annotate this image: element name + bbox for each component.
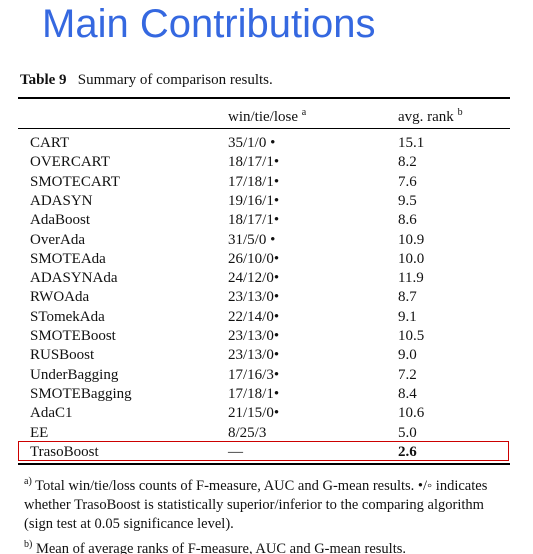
row-name: SMOTEAda (30, 250, 106, 267)
win-tie-lose: 23/13/0• (228, 289, 280, 306)
win-tie-lose: 21/15/0• (228, 405, 280, 422)
avg-rank: 7.2 (398, 366, 417, 383)
footnote-text: Mean of average ranks of F-measure, AUC … (35, 540, 407, 554)
slide-title: Main Contributions (42, 2, 376, 46)
win-tie-lose: 18/17/1• (228, 154, 280, 171)
win-tie-lose: 24/12/0• (228, 270, 280, 287)
avg-rank: 8.6 (398, 212, 417, 229)
row-name: RUSBoost (30, 347, 95, 364)
win-tie-lose: 26/10/0• (228, 250, 280, 267)
avg-rank: 10.5 (398, 328, 425, 344)
avg-rank: 10.9 (398, 231, 425, 248)
avg-rank: 9.0 (398, 347, 417, 364)
footnote-mark: a) (24, 476, 32, 487)
row-name: SMOTEBoost (30, 328, 116, 344)
avg-rank: 10.0 (398, 250, 425, 267)
avg-rank: 2.6 (398, 443, 417, 460)
header-text: avg. rank (398, 109, 454, 125)
win-tie-lose: 8/25/3 (228, 424, 267, 441)
avg-rank: 11.9 (398, 270, 424, 287)
row-name: OVERCART (30, 154, 110, 171)
row-name: RWOAda (30, 289, 90, 306)
row-name: AdaBoost (30, 212, 90, 229)
win-tie-lose: 22/14/0• (228, 308, 280, 325)
caption-label: Table 9 (20, 72, 67, 88)
avg-rank: 8.7 (398, 289, 417, 306)
footnote: b) Mean of average ranks of F-measure, A… (24, 535, 510, 554)
avg-rank: 7.6 (398, 173, 417, 190)
avg-rank: 15.1 (398, 135, 425, 151)
win-tie-lose: 23/13/0• (228, 328, 280, 344)
row-name: STomekAda (30, 308, 105, 325)
row-name: EE (30, 424, 49, 441)
avg-rank: 9.1 (398, 308, 417, 325)
table-caption: Table 9 Summary of comparison results. (20, 72, 273, 89)
row-name: SMOTECART (30, 173, 120, 190)
avg-rank: 5.0 (398, 424, 417, 441)
avg-rank: 8.4 (398, 385, 417, 402)
win-tie-lose: 17/18/1• (228, 173, 280, 190)
row-name: ADASYNAda (30, 270, 118, 287)
win-tie-lose: 19/16/1• (228, 192, 280, 209)
row-name: TrasoBoost (30, 443, 99, 460)
row-name: AdaC1 (30, 405, 73, 422)
row-name: SMOTEBagging (30, 385, 132, 402)
header-rule (18, 128, 510, 129)
header-note: a (301, 107, 307, 118)
win-tie-lose: 17/16/3• (228, 366, 280, 383)
header-note: b (457, 107, 463, 118)
avg-rank: 9.5 (398, 192, 417, 209)
header-text: win/tie/lose (228, 109, 298, 125)
row-name: OverAda (30, 231, 85, 248)
win-tie-lose: 18/17/1• (228, 212, 280, 229)
footnote-text: Total win/tie/loss counts of F-measure, … (24, 477, 488, 533)
top-rule (18, 97, 510, 99)
win-tie-lose: 23/13/0• (228, 347, 280, 364)
win-tie-lose: 31/5/0 • (228, 231, 276, 248)
footnote-mark: b) (24, 539, 33, 550)
win-tie-lose: 35/1/0 • (228, 135, 276, 151)
header-cell: avg. rank b (398, 103, 463, 127)
footnote: a) Total win/tie/loss counts of F-measur… (24, 472, 510, 535)
avg-rank: 10.6 (398, 405, 425, 422)
header-cell: win/tie/lose a (228, 103, 306, 127)
row-name: UnderBagging (30, 366, 119, 383)
avg-rank: 8.2 (398, 154, 417, 171)
highlight-box (18, 441, 509, 461)
row-name: CART (30, 135, 70, 151)
caption-text: Summary of comparison results. (77, 72, 273, 88)
win-tie-lose: 17/18/1• (228, 385, 280, 402)
row-name: ADASYN (30, 192, 93, 209)
win-tie-lose: — (228, 443, 243, 460)
bottom-rule (18, 463, 510, 465)
